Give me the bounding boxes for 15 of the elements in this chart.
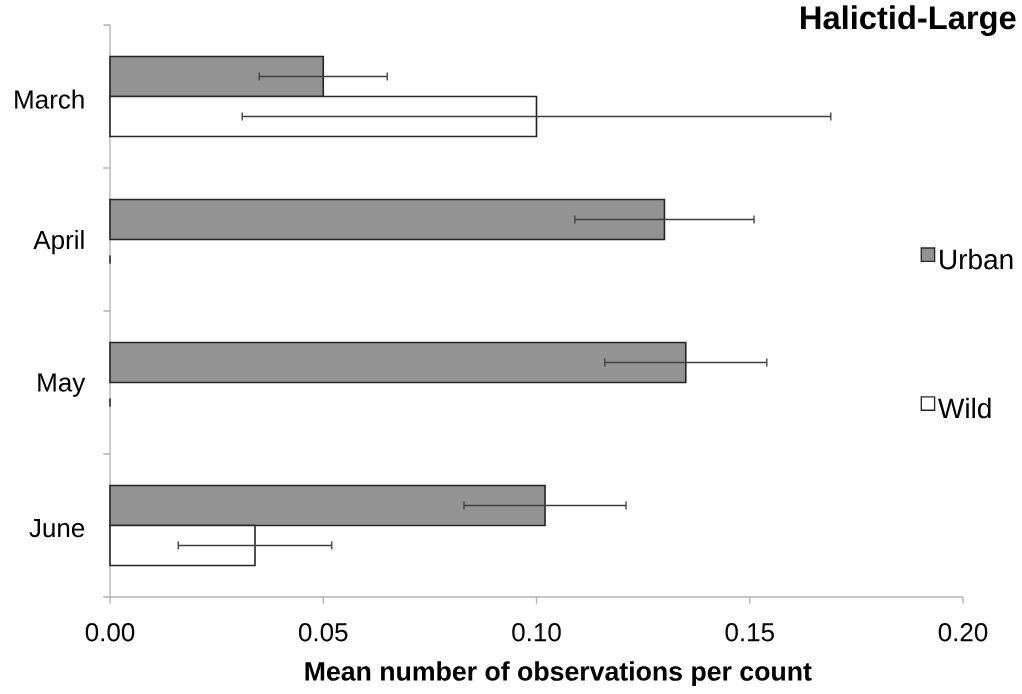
legend-label: Urban [940, 248, 1013, 270]
chart-title: Halictid-Large [801, 5, 1016, 36]
x-tick-label: 0.00 [85, 623, 135, 642]
y-tick-label: June [29, 519, 85, 538]
y-tick-label: March [15, 89, 84, 109]
bar [109, 341, 687, 384]
x-axis-title: Mean number of observations per count [305, 661, 812, 687]
bar [109, 198, 666, 241]
y-tick-label: May [38, 373, 86, 397]
x-tick-label: 0.20 [938, 623, 988, 642]
x-tick-label: 0.05 [298, 623, 348, 642]
x-tick-label: 0.10 [512, 623, 561, 642]
x-tick-label: 0.15 [725, 623, 774, 642]
y-tick-label: April [33, 230, 84, 255]
legend-label: Wild [938, 397, 991, 419]
